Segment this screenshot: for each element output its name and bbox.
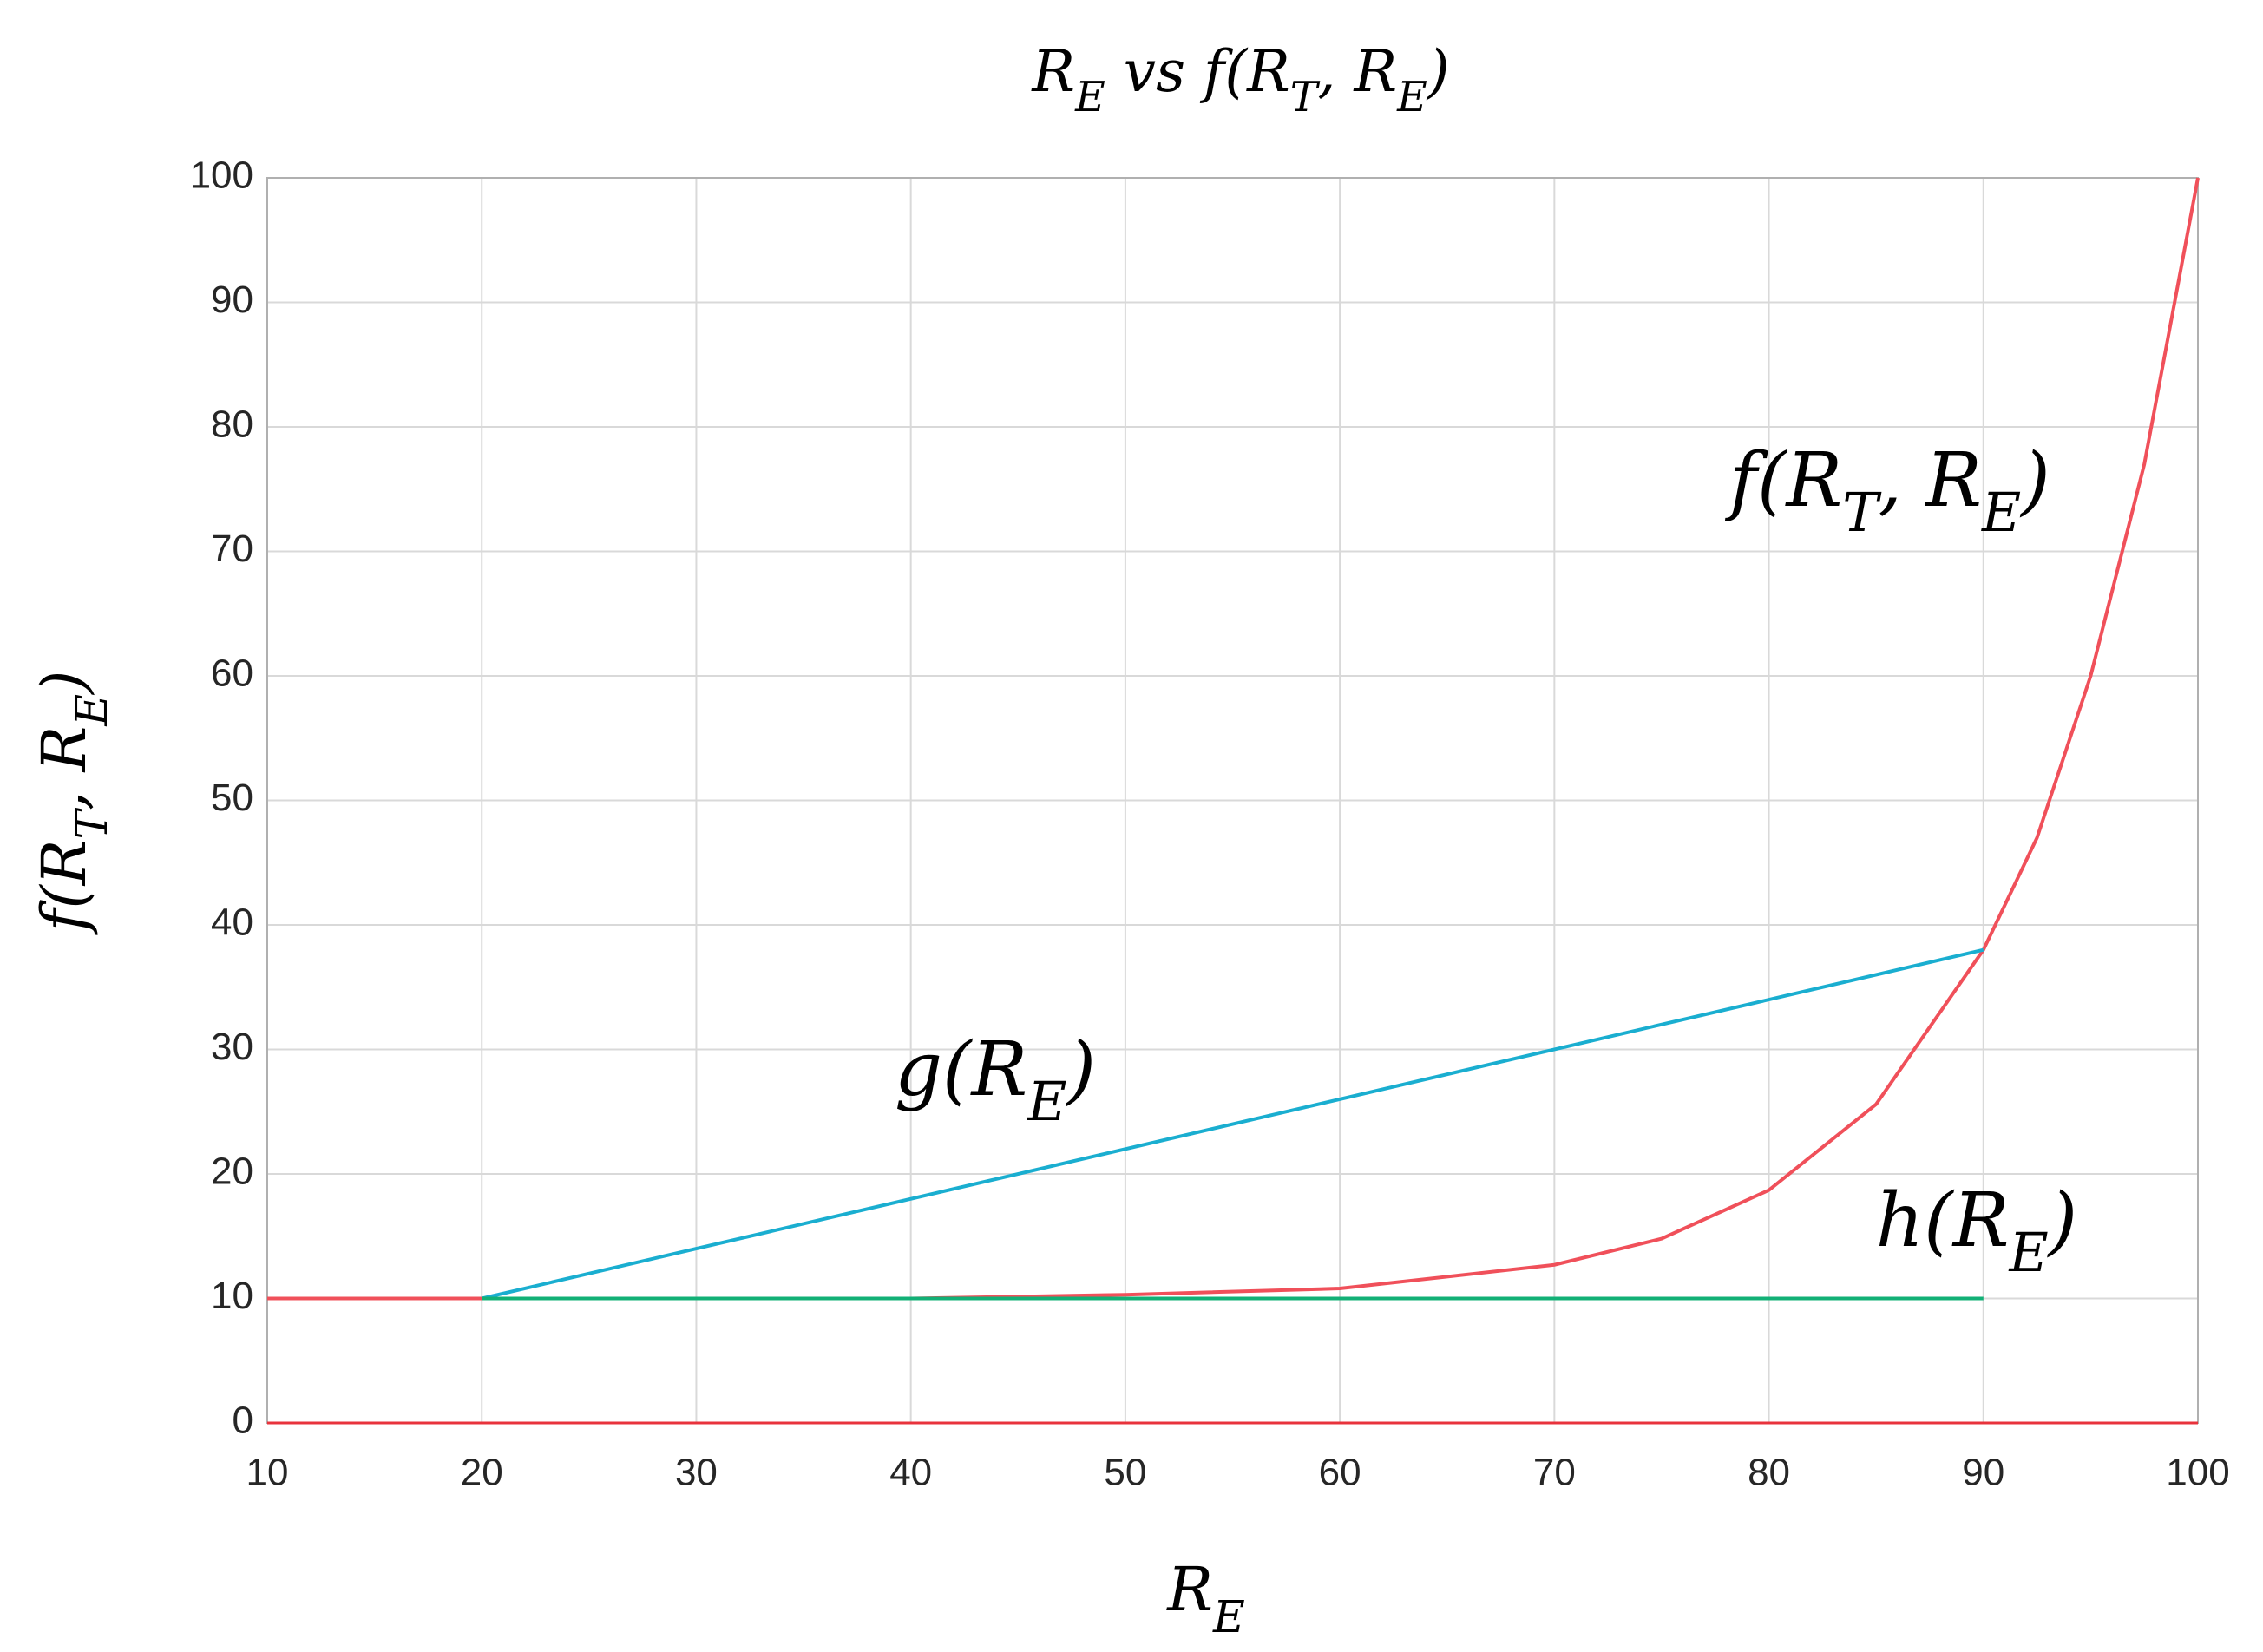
- x-tick-label: 50: [1104, 1452, 1146, 1494]
- y-tick-label: 50: [211, 777, 253, 819]
- y-tick-label: 100: [190, 154, 253, 197]
- y-tick-label: 70: [211, 528, 253, 570]
- y-tick-label: 40: [211, 901, 253, 944]
- y-axis-label: f(RT, RE): [29, 671, 117, 936]
- y-tick-label: 60: [211, 652, 253, 695]
- x-tick-label: 90: [1962, 1452, 2004, 1494]
- y-tick-label: 80: [211, 403, 253, 446]
- y-tick-label: 10: [211, 1275, 253, 1317]
- series-label: h(RE): [1876, 1177, 2077, 1285]
- series-line: [267, 177, 2200, 1301]
- x-tick-label: 100: [2166, 1452, 2229, 1494]
- y-tick-label: 0: [233, 1400, 253, 1442]
- series-line: [481, 947, 1984, 1301]
- x-tick-label: 30: [675, 1452, 718, 1494]
- y-tick-label: 90: [211, 279, 253, 321]
- y-tick-label: 20: [211, 1150, 253, 1193]
- x-tick-label: 20: [461, 1452, 503, 1494]
- series-label: f(RT, RE): [1724, 437, 2050, 545]
- x-tick-label: 40: [889, 1452, 932, 1494]
- y-tick-label: 30: [211, 1026, 253, 1068]
- x-tick-label: 10: [246, 1452, 289, 1494]
- x-tick-label: 70: [1533, 1452, 1576, 1494]
- x-tick-label: 60: [1319, 1452, 1361, 1494]
- series-label: g(RE): [895, 1026, 1096, 1134]
- x-tick-label: 80: [1748, 1452, 1790, 1494]
- x-axis-label: RE: [1165, 1554, 1245, 1642]
- chart-title: RE vs f(RT, RE): [1031, 38, 1449, 121]
